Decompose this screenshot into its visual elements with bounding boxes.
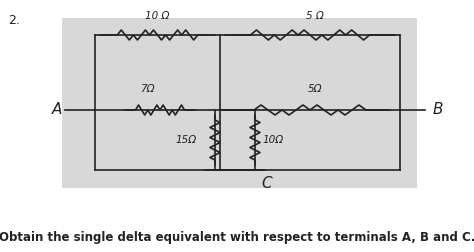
Text: 2.: 2. — [8, 14, 20, 27]
Text: 5 Ω: 5 Ω — [306, 11, 324, 21]
Text: Obtain the single delta equivalent with respect to terminals A, B and C.: Obtain the single delta equivalent with … — [0, 232, 474, 244]
Bar — [62, 18, 417, 188]
Text: 5Ω: 5Ω — [308, 84, 322, 94]
Text: 10 Ω: 10 Ω — [146, 11, 170, 21]
Text: 15Ω: 15Ω — [176, 135, 197, 145]
Text: 7Ω: 7Ω — [140, 84, 155, 94]
Text: C: C — [262, 176, 272, 192]
Text: 10Ω: 10Ω — [263, 135, 284, 145]
Text: B: B — [433, 103, 443, 117]
Text: A: A — [52, 103, 62, 117]
